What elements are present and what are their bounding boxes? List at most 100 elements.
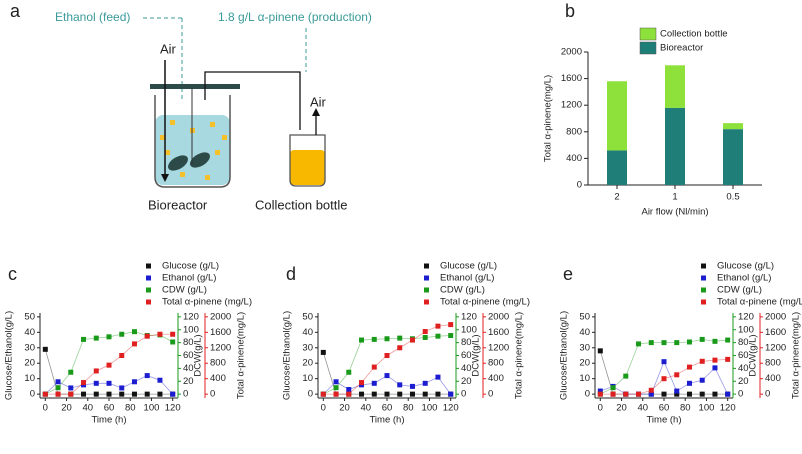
data-point bbox=[131, 329, 137, 335]
data-point bbox=[131, 379, 137, 385]
arrow bbox=[312, 108, 320, 116]
y3-tick-label: 2000 bbox=[488, 311, 509, 322]
x-tick-label: 1 bbox=[672, 192, 677, 203]
data-point bbox=[422, 334, 428, 340]
data-point bbox=[346, 391, 352, 397]
y-tick-label: 10 bbox=[579, 373, 590, 384]
legend-marker bbox=[701, 263, 706, 269]
legend-marker bbox=[701, 275, 706, 281]
legend-label: CDW (g/L) bbox=[717, 285, 762, 296]
legend-label: Ethanol (g/L) bbox=[162, 273, 216, 284]
data-point bbox=[320, 349, 326, 355]
data-point bbox=[435, 323, 441, 329]
y3-tick-label: 1200 bbox=[765, 342, 786, 353]
y-tick-label: 50 bbox=[24, 311, 35, 322]
data-point bbox=[55, 385, 61, 391]
y2-axis-label: DCW(g/L) bbox=[471, 334, 482, 376]
y-tick-label: 30 bbox=[579, 342, 590, 353]
y2-tick-label: 20 bbox=[738, 376, 749, 387]
data-point bbox=[435, 391, 441, 397]
data-point bbox=[55, 391, 61, 397]
legend-swatch bbox=[639, 27, 657, 41]
bar-segment bbox=[607, 81, 627, 151]
x-tick-label: 40 bbox=[82, 403, 93, 414]
x-tick-label: 60 bbox=[382, 403, 393, 414]
y2-tick-label: 40 bbox=[738, 363, 749, 374]
data-point bbox=[409, 337, 415, 343]
data-point bbox=[384, 336, 390, 342]
legend-marker bbox=[424, 299, 429, 305]
lid bbox=[150, 84, 240, 89]
y3-tick-label: 800 bbox=[488, 358, 504, 369]
y-axis-label: Total α-pinene(mg/L) bbox=[543, 75, 554, 162]
x-tick-label: 40 bbox=[360, 403, 371, 414]
y3-tick-label: 400 bbox=[488, 373, 504, 384]
legend-marker bbox=[701, 287, 706, 293]
data-point bbox=[346, 369, 352, 375]
data-point bbox=[422, 391, 428, 397]
diagram: a Ethanol (feed) 1.8 g/L α-pinene (produ… bbox=[10, 1, 372, 213]
data-point bbox=[397, 345, 403, 351]
data-point bbox=[623, 391, 629, 397]
x-tick-label: 80 bbox=[680, 403, 691, 414]
data-point bbox=[448, 322, 454, 328]
data-point bbox=[371, 364, 377, 370]
data-point bbox=[144, 373, 150, 379]
data-point bbox=[157, 377, 163, 383]
x-tick-label: 0 bbox=[43, 403, 48, 414]
data-point bbox=[119, 353, 125, 358]
legend-label: Glucose (g/L) bbox=[162, 261, 219, 272]
y2-tick-label: 120 bbox=[461, 311, 477, 322]
data-point bbox=[712, 365, 718, 371]
legend-marker bbox=[701, 299, 706, 305]
data-point bbox=[106, 362, 112, 368]
y2-tick-label: 20 bbox=[461, 376, 472, 387]
x-tick-label: 100 bbox=[144, 403, 160, 414]
data-point bbox=[320, 391, 326, 397]
series-line bbox=[44, 349, 173, 395]
x-tick-label: 2 bbox=[614, 192, 619, 203]
y-tick-label: 1600 bbox=[561, 73, 582, 84]
x-tick-label: 80 bbox=[125, 403, 136, 414]
data-point bbox=[68, 369, 74, 375]
legend-marker bbox=[146, 263, 151, 269]
data-point bbox=[157, 331, 163, 337]
x-tick-label: 20 bbox=[61, 403, 72, 414]
impeller bbox=[168, 155, 188, 171]
data-point bbox=[93, 368, 99, 374]
y-tick-label: 0 bbox=[30, 389, 35, 400]
data-point bbox=[371, 336, 377, 342]
y3-axis-label: Total α-pinene(mg/L) bbox=[236, 312, 247, 399]
air-out-label: Air bbox=[310, 94, 327, 109]
y3-tick-label: 0 bbox=[488, 389, 493, 400]
series-line bbox=[323, 324, 451, 395]
data-point bbox=[435, 374, 441, 380]
y-tick-label: 0 bbox=[577, 180, 582, 191]
y2-tick-label: 100 bbox=[183, 324, 199, 335]
data-point bbox=[661, 359, 667, 365]
legend-label: CDW (g/L) bbox=[162, 285, 207, 296]
data-point bbox=[144, 333, 150, 339]
y3-tick-label: 0 bbox=[765, 389, 770, 400]
data-point bbox=[333, 385, 339, 391]
data-point bbox=[359, 391, 365, 397]
legend-label: Bioreactor bbox=[660, 43, 703, 54]
data-point bbox=[371, 391, 377, 397]
data-point bbox=[674, 372, 680, 378]
data-point bbox=[397, 391, 403, 397]
y-tick-label: 10 bbox=[24, 373, 35, 384]
vessel bbox=[154, 95, 231, 188]
data-point bbox=[674, 340, 680, 346]
data-point bbox=[106, 391, 112, 397]
data-point bbox=[648, 387, 654, 393]
legend-marker bbox=[424, 287, 429, 293]
y-tick-label: 10 bbox=[302, 373, 313, 384]
data-point bbox=[119, 391, 125, 397]
x-tick-label: 0 bbox=[598, 403, 603, 414]
data-point bbox=[674, 391, 680, 397]
data-point bbox=[68, 391, 74, 397]
y-axis-label: Glucose/Ethanol(g/L) bbox=[282, 311, 293, 400]
legend-marker bbox=[146, 287, 151, 293]
data-point bbox=[93, 391, 99, 397]
